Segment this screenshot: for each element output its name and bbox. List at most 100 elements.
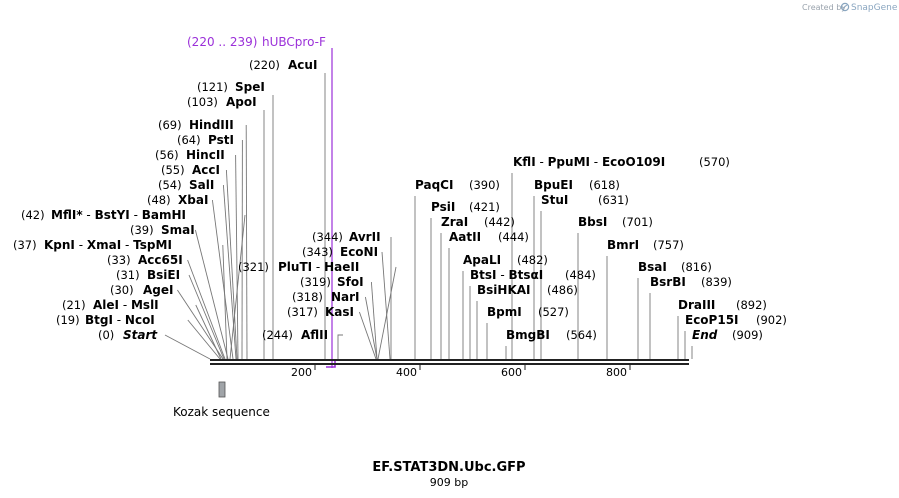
site-paqci-name[interactable]: PaqCI <box>415 178 453 192</box>
site-mfli-enzyme[interactable]: BamHI <box>142 208 186 222</box>
site-psti-enzyme[interactable]: PstI <box>208 133 234 147</box>
site-psii-enzyme[interactable]: PsiI <box>431 200 455 214</box>
site-mfli-enzyme[interactable]: MflI <box>51 208 76 222</box>
site-hindiii-enzyme[interactable]: HindIII <box>189 118 234 132</box>
site-mfli[interactable]: (42) MflI* - BstYI - BamHI <box>21 208 186 222</box>
site-bmgbi-name[interactable]: BmgBI <box>506 328 550 342</box>
site-bsiei-enzyme[interactable]: BsiEI <box>147 268 180 282</box>
site-hindiii-name[interactable]: HindIII <box>189 118 234 132</box>
site-alei-enzyme[interactable]: AleI <box>93 298 119 312</box>
site-kasi-enzyme[interactable]: KasI <box>325 305 354 319</box>
site-end-enzyme[interactable]: End <box>692 328 718 342</box>
site-agei-name[interactable]: AgeI <box>143 283 173 297</box>
site-agei[interactable]: (30) AgeI <box>110 283 173 297</box>
site-spei-enzyme[interactable]: SpeI <box>235 80 265 94</box>
site-bpmi[interactable]: BpmI (527) <box>487 305 569 319</box>
site-bpmi-name[interactable]: BpmI <box>487 305 522 319</box>
site-avrii-name[interactable]: AvrII <box>349 230 381 244</box>
site-avrii[interactable]: (344) AvrII <box>312 230 381 244</box>
site-btgi-enzyme[interactable]: NcoI <box>125 313 155 327</box>
site-btgi-enzyme[interactable]: BtgI <box>85 313 113 327</box>
site-mfli-enzyme[interactable]: BstYI <box>95 208 130 222</box>
site-paqci[interactable]: PaqCI (390) <box>415 178 500 192</box>
site-alei-name[interactable]: AleI - MslI <box>93 298 159 312</box>
site-btgi[interactable]: (19) BtgI - NcoI <box>56 313 155 327</box>
site-xbai-enzyme[interactable]: XbaI <box>178 193 208 207</box>
site-start-name[interactable]: Start <box>123 328 158 342</box>
site-stui[interactable]: StuI (631) <box>541 193 629 207</box>
site-hincii-name[interactable]: HincII <box>186 148 225 162</box>
site-apoi[interactable]: (103) ApoI <box>187 95 257 109</box>
site-agei-enzyme[interactable]: AgeI <box>143 283 173 297</box>
site-acc65i-name[interactable]: Acc65I <box>138 253 183 267</box>
site-pluti-name[interactable]: PluTI - HaeII <box>278 260 359 274</box>
site-sfoi-name[interactable]: SfoI <box>337 275 364 289</box>
site-nari-name[interactable]: NarI <box>331 290 360 304</box>
site-bsrbi[interactable]: BsrBI (839) <box>650 275 732 289</box>
primer-name[interactable]: hUBCpro-F <box>262 35 326 49</box>
kozak-box[interactable] <box>218 381 226 398</box>
site-psti-name[interactable]: PstI <box>208 133 234 147</box>
site-bsai[interactable]: BsaI (816) <box>638 260 712 274</box>
site-btsi-enzyme[interactable]: BtsαI <box>508 268 543 282</box>
site-draiii-name[interactable]: DraIII <box>678 298 715 312</box>
site-kpni-name[interactable]: KpnI - XmaI - TspMI <box>44 238 172 252</box>
site-bpuei[interactable]: BpuEI (618) <box>534 178 620 192</box>
site-aflii[interactable]: (244) AflII <box>262 328 328 342</box>
site-kasi-name[interactable]: KasI <box>325 305 354 319</box>
site-acui[interactable]: (220) AcuI <box>249 58 317 72</box>
site-btgi-name[interactable]: BtgI - NcoI <box>85 313 155 327</box>
site-btsi-enzyme[interactable]: BtsI <box>470 268 497 282</box>
site-nari[interactable]: (318) NarI <box>292 290 360 304</box>
site-btsi[interactable]: BtsI - BtsαI (484) <box>470 268 596 282</box>
site-apali-enzyme[interactable]: ApaLI <box>463 253 501 267</box>
site-sali-enzyme[interactable]: SalI <box>189 178 214 192</box>
site-bsiei-name[interactable]: BsiEI <box>147 268 180 282</box>
primer-hubcpro-f[interactable]: (220 .. 239) hUBCpro-F <box>187 35 336 368</box>
site-acci-name[interactable]: AccI <box>192 163 220 177</box>
site-bsihkai-name[interactable]: BsiHKAI <box>477 283 531 297</box>
site-aflii-enzyme[interactable]: AflII <box>301 328 328 342</box>
site-bbsi[interactable]: BbsI (701) <box>578 215 653 229</box>
site-draiii[interactable]: DraIII (892) <box>678 298 767 312</box>
site-acc65i-enzyme[interactable]: Acc65I <box>138 253 183 267</box>
site-pluti[interactable]: (321) PluTI - HaeII <box>238 260 359 274</box>
site-start-enzyme[interactable]: Start <box>123 328 158 342</box>
site-bmri[interactable]: BmrI (757) <box>607 238 684 252</box>
site-ecop15i[interactable]: EcoP15I (902) <box>685 313 787 327</box>
site-bmgbi[interactable]: BmgBI (564) <box>506 328 597 342</box>
feature-kozak[interactable]: Kozak sequence <box>173 381 270 419</box>
site-pluti-enzyme[interactable]: HaeII <box>324 260 359 274</box>
site-bsihkai-enzyme[interactable]: BsiHKAI <box>477 283 531 297</box>
site-mfli-name[interactable]: MflI* - BstYI - BamHI <box>51 208 186 222</box>
site-paqci-enzyme[interactable]: PaqCI <box>415 178 453 192</box>
site-hindiii[interactable]: (69) HindIII <box>158 118 234 132</box>
site-bsiei[interactable]: (31) BsiEI <box>116 268 180 282</box>
site-acui-name[interactable]: AcuI <box>288 58 317 72</box>
site-econi-name[interactable]: EcoNI <box>340 245 378 259</box>
site-hincii[interactable]: (56) HincII <box>155 148 225 162</box>
site-spei-name[interactable]: SpeI <box>235 80 265 94</box>
site-psii[interactable]: PsiI (421) <box>431 200 500 214</box>
site-bpuei-name[interactable]: BpuEI <box>534 178 573 192</box>
site-sfoi-enzyme[interactable]: SfoI <box>337 275 364 289</box>
site-bsai-enzyme[interactable]: BsaI <box>638 260 667 274</box>
site-smai-enzyme[interactable]: SmaI <box>161 223 195 237</box>
site-econi[interactable]: (343) EcoNI <box>302 245 378 259</box>
site-pluti-enzyme[interactable]: PluTI <box>278 260 312 274</box>
site-kfli-enzyme[interactable]: EcoO109I <box>602 155 665 169</box>
site-acci-enzyme[interactable]: AccI <box>192 163 220 177</box>
site-bmri-enzyme[interactable]: BmrI <box>607 238 639 252</box>
site-alei[interactable]: (21) AleI - MslI <box>62 298 159 312</box>
site-start[interactable]: (0) Start <box>98 328 158 342</box>
site-acc65i[interactable]: (33) Acc65I <box>107 253 183 267</box>
site-kpni-enzyme[interactable]: XmaI <box>87 238 121 252</box>
site-bbsi-enzyme[interactable]: BbsI <box>578 215 607 229</box>
site-xbai[interactable]: (48) XbaI <box>147 193 208 207</box>
site-end-name[interactable]: End <box>692 328 718 342</box>
site-smai-name[interactable]: SmaI <box>161 223 195 237</box>
site-kfli-enzyme[interactable]: PpuMI <box>548 155 590 169</box>
site-bsrbi-name[interactable]: BsrBI <box>650 275 686 289</box>
site-zrai-name[interactable]: ZraI <box>441 215 468 229</box>
site-zrai-enzyme[interactable]: ZraI <box>441 215 468 229</box>
